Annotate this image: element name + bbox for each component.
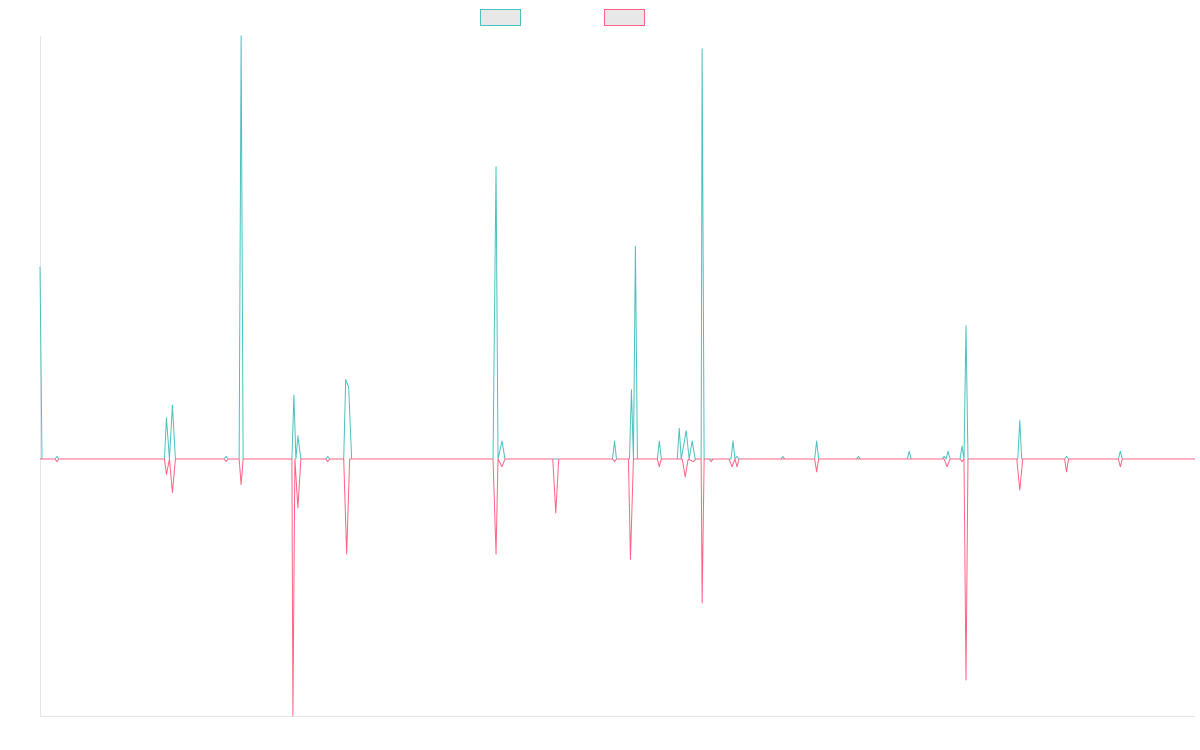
series-layer: [39, 35, 1195, 717]
legend-swatch-series-1[interactable]: [480, 9, 521, 26]
plot-area: [39, 35, 1195, 717]
series-line-2[interactable]: [40, 458, 1195, 717]
legend-swatch-series-2[interactable]: [604, 9, 645, 26]
legend: [480, 9, 645, 26]
series-line-1[interactable]: [39, 35, 1195, 460]
